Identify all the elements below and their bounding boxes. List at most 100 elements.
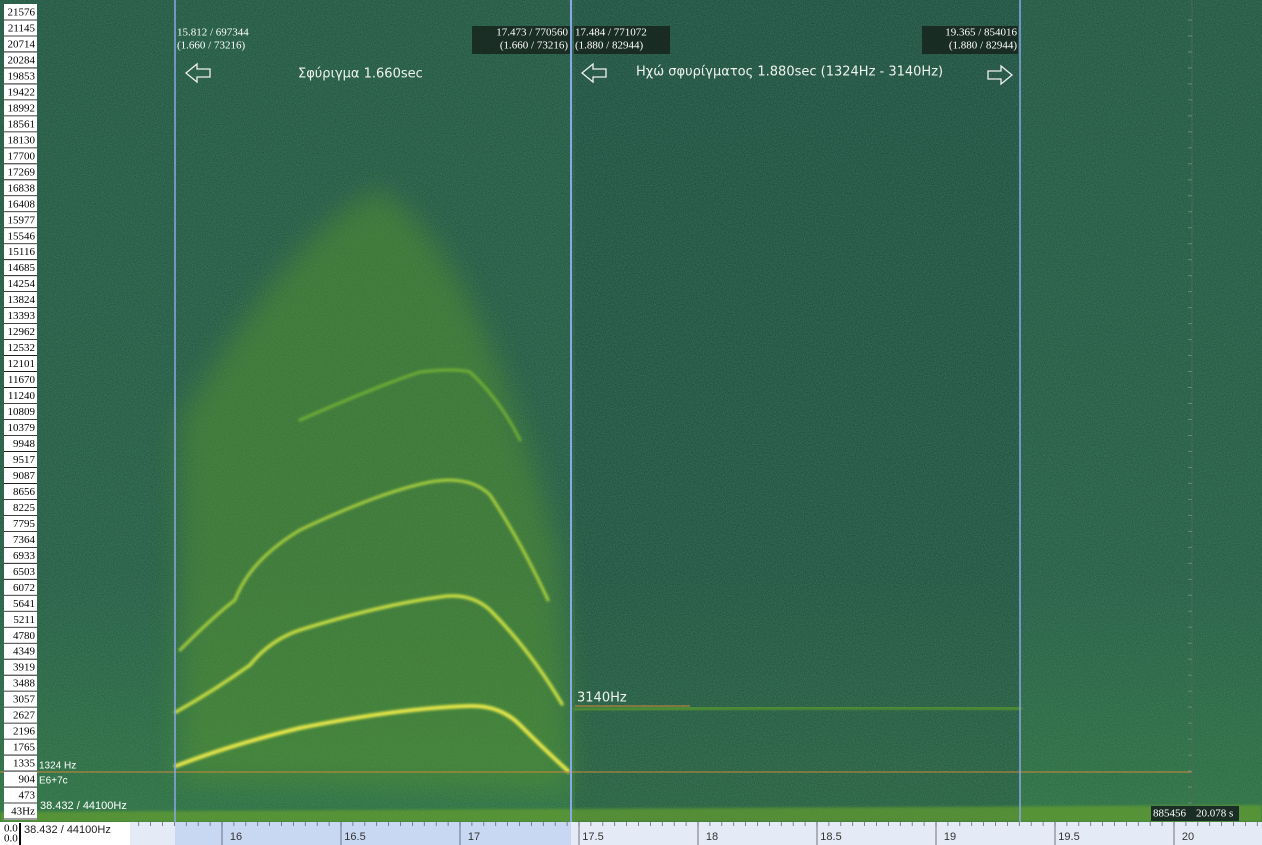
- frequency-label: 19422: [8, 86, 36, 98]
- status-left: [0, 822, 130, 845]
- arrows: [184, 62, 1014, 86]
- time-label: 16.5: [344, 831, 365, 843]
- label-box: [574, 26, 670, 54]
- frequency-label: 1335: [13, 758, 36, 770]
- frequency-label: 904: [19, 774, 36, 786]
- frequency-label: 12101: [8, 358, 36, 370]
- frequency-label: 21576: [8, 7, 36, 19]
- status-box: [1151, 806, 1239, 821]
- frequency-label: 9948: [13, 438, 36, 450]
- arrow-left: [184, 62, 211, 84]
- time-label: 17.5: [582, 831, 603, 843]
- frequency-label: 4780: [13, 630, 36, 642]
- frequency-label: 3488: [13, 678, 36, 690]
- harmonics: [174, 368, 1023, 773]
- echo-label: Ηχώ σφυρίγματος 1.880sec (1324Hz - 3140H…: [636, 65, 943, 80]
- frequency-label: 5211: [13, 614, 35, 626]
- marker-duration: (1.660 / 73216): [500, 40, 568, 52]
- selection: [175, 822, 571, 845]
- arrow-left: [580, 62, 607, 84]
- status-value: 0.0: [4, 823, 18, 835]
- frequency-label: 10809: [8, 406, 36, 418]
- frequency-label: 20284: [8, 54, 36, 66]
- frequency-label: 21145: [8, 23, 36, 35]
- frequency-label: 473: [19, 790, 36, 802]
- frequency-label: 11670: [8, 374, 36, 386]
- frequency-label: 18130: [8, 134, 36, 146]
- frequency-label: 12962: [8, 326, 36, 338]
- baseline-label: 1324 Hz: [39, 761, 76, 772]
- marker-duration: (1.880 / 82944): [949, 40, 1017, 52]
- frequency-labels: 21576 21145 20714 20284 19853 19422 18992 18561…: [4, 7, 1192, 820]
- frequency-label: 5641: [13, 598, 35, 610]
- frequency-label: 6503: [13, 566, 36, 578]
- time-label: 18: [706, 831, 718, 843]
- whistle-label: Σφύριγμα 1.660sec: [298, 67, 423, 82]
- frequency-label: 15116: [8, 246, 36, 258]
- frequency-label: 8656: [13, 486, 36, 498]
- marker-position: 17.473 / 770560: [496, 27, 568, 39]
- time-label: 18.5: [820, 831, 841, 843]
- time-label: 17: [468, 831, 480, 843]
- status-value: 0.0: [4, 833, 18, 845]
- frequency-label: 9087: [13, 470, 36, 482]
- frequency-label: 13824: [8, 294, 36, 306]
- cursor-label: 38.432 / 44100Hz: [40, 800, 127, 812]
- marker-position: 19.365 / 854016: [945, 27, 1017, 39]
- frequency-label: 2627: [13, 710, 36, 722]
- harmonic: [298, 368, 522, 442]
- frequency-axis: [4, 4, 37, 820]
- time-label: 16: [230, 831, 242, 843]
- label-box: [922, 26, 1018, 54]
- frequency-label: 15546: [8, 230, 36, 242]
- frequency-label: 7364: [13, 534, 36, 546]
- frequency-label: 15977: [8, 214, 36, 226]
- marker-position: 17.484 / 771072: [575, 27, 647, 39]
- harmonic: [174, 703, 570, 773]
- frequency-label: 2196: [13, 726, 36, 738]
- frequency-label: 20714: [8, 38, 36, 50]
- frequency-label: 9517: [13, 454, 36, 466]
- sample: 885456: [1153, 808, 1187, 820]
- marker-position: 15.812 / 697344: [177, 27, 249, 39]
- frequency-label: 14685: [8, 262, 36, 274]
- frequency-label: 14254: [8, 278, 36, 290]
- frequency-label: 16838: [8, 182, 36, 194]
- frequency-label: 19853: [8, 70, 36, 82]
- marker-duration: (1.880 / 82944): [575, 40, 643, 52]
- harmonic: [178, 478, 550, 652]
- frequency-label: 3919: [13, 662, 36, 674]
- low-band: [0, 805, 1262, 822]
- arrow-right: [987, 64, 1014, 86]
- status-cursor: 38.432 / 44100Hz: [24, 824, 111, 836]
- frequency-label: 43Hz: [11, 806, 35, 818]
- time-label: 19: [944, 831, 956, 843]
- frequency-label: 6933: [13, 550, 36, 562]
- time-label: 20: [1182, 831, 1194, 843]
- frequency-label: 12532: [8, 342, 36, 354]
- echo-top-label: 3140Hz: [577, 691, 627, 706]
- label-box: [472, 26, 570, 54]
- frequency-label: 10379: [8, 422, 36, 434]
- frequency-label: 7795: [13, 518, 36, 530]
- harmonic: [174, 594, 564, 714]
- frequency-label: 17700: [8, 150, 36, 162]
- frequency-label: 18561: [8, 118, 36, 130]
- frequency-label: 16408: [8, 198, 36, 210]
- frequency-label: 4349: [13, 646, 36, 658]
- time: 20.078 s: [1196, 808, 1233, 820]
- time-label: 19.5: [1058, 831, 1079, 843]
- frequency-label: 11240: [8, 390, 36, 402]
- frequency-label: 17269: [8, 166, 36, 178]
- frequency-label: 18992: [8, 102, 36, 114]
- level-label: E6+7c: [39, 776, 68, 787]
- echo-band: [572, 704, 1023, 713]
- frequency-label: 13393: [8, 310, 36, 322]
- frequency-label: 1765: [13, 742, 36, 754]
- frequency-label: 3057: [13, 694, 36, 706]
- frequency-label: 8225: [13, 502, 36, 514]
- frequency-label: 6072: [13, 582, 35, 594]
- marker-duration: (1.660 / 73216): [177, 40, 245, 52]
